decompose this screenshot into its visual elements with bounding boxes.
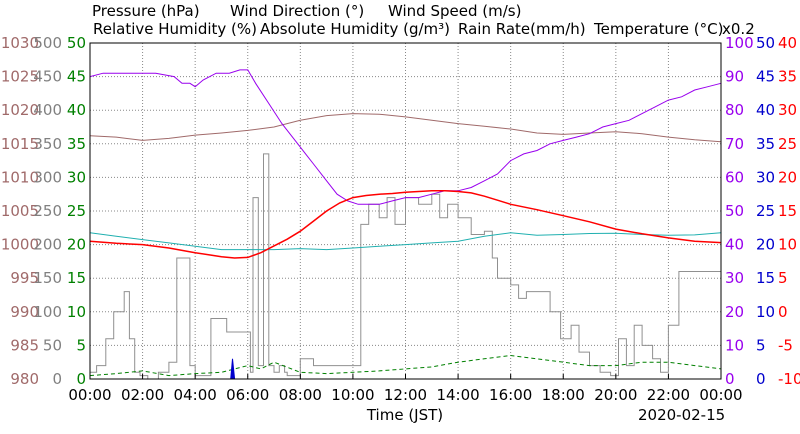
y-tick-pressure: 990 bbox=[10, 303, 39, 321]
legend-scale-note: x0.2 bbox=[722, 20, 755, 38]
y-tick-temperature: 0 bbox=[778, 303, 788, 321]
x-tick-label: 04:00 bbox=[174, 386, 217, 404]
y-tick-wind-speed: 15 bbox=[67, 269, 86, 287]
y-tick-temperature: -10 bbox=[778, 370, 800, 388]
x-tick-label: 06:00 bbox=[226, 386, 269, 404]
y-tick-wind-direction: 450 bbox=[33, 68, 62, 86]
x-tick-label: 00:00 bbox=[68, 386, 111, 404]
y-tick-wind-speed: 30 bbox=[67, 168, 86, 186]
series bbox=[89, 69, 722, 380]
y-tick-wind-speed: 25 bbox=[67, 202, 86, 220]
y-tick-rain: 30 bbox=[756, 168, 775, 186]
y-tick-pressure: 1010 bbox=[1, 168, 39, 186]
y-tick-temperature: 20 bbox=[778, 168, 797, 186]
y-tick-wind-speed: 5 bbox=[76, 336, 86, 354]
y-tick-rain: 50 bbox=[756, 34, 775, 52]
y-tick-rain: 5 bbox=[756, 336, 766, 354]
y-tick-humidity: 60 bbox=[725, 168, 744, 186]
y-tick-humidity: 0 bbox=[725, 370, 735, 388]
chart-legend: Pressure (hPa) Wind Direction (°) Wind S… bbox=[92, 2, 755, 38]
y-tick-wind-direction: 150 bbox=[33, 269, 62, 287]
y-tick-pressure: 1025 bbox=[1, 68, 39, 86]
legend-wind-speed: Wind Speed (m/s) bbox=[388, 2, 521, 20]
series-wind-speed-wind bbox=[89, 354, 722, 377]
y-tick-temperature: 40 bbox=[778, 34, 797, 52]
y-tick-humidity: 10 bbox=[725, 336, 744, 354]
x-tick-label: 12:00 bbox=[384, 386, 427, 404]
series-humidity-relative bbox=[89, 69, 722, 205]
y-tick-temperature: 5 bbox=[778, 269, 788, 287]
y-tick-wind-speed: 10 bbox=[67, 303, 86, 321]
x-tick-label: 08:00 bbox=[279, 386, 322, 404]
y-tick-rain: 25 bbox=[756, 202, 775, 220]
series-temperature-temperature bbox=[89, 190, 722, 259]
y-tick-wind-direction: 350 bbox=[33, 135, 62, 153]
y-tick-wind-speed: 45 bbox=[67, 68, 86, 86]
legend-temperature: Temperature (°C) bbox=[593, 20, 723, 38]
y-tick-wind-direction: 50 bbox=[43, 336, 62, 354]
x-tick-label: 00:00 bbox=[699, 386, 742, 404]
y-tick-rain: 40 bbox=[756, 101, 775, 119]
y-tick-humidity: 50 bbox=[725, 202, 744, 220]
legend-rain-rate: Rain Rate(mm/h) bbox=[458, 20, 586, 38]
y-tick-pressure: 980 bbox=[10, 370, 39, 388]
y-tick-pressure: 1020 bbox=[1, 101, 39, 119]
date-label: 2020-02-15 bbox=[638, 406, 725, 424]
y-tick-wind-speed: 0 bbox=[76, 370, 86, 388]
y-tick-rain: 15 bbox=[756, 269, 775, 287]
y-tick-rain: 45 bbox=[756, 68, 775, 86]
y-tick-humidity: 20 bbox=[725, 303, 744, 321]
y-tick-pressure: 1030 bbox=[1, 34, 39, 52]
y-tick-humidity: 90 bbox=[725, 68, 744, 86]
y-tick-humidity: 80 bbox=[725, 101, 744, 119]
axis-ticks: 9809859909951000100510101015102010251030… bbox=[1, 34, 800, 404]
y-tick-temperature: -5 bbox=[778, 336, 793, 354]
y-tick-wind-direction: 0 bbox=[52, 370, 62, 388]
y-tick-temperature: 15 bbox=[778, 202, 797, 220]
y-tick-humidity: 100 bbox=[725, 34, 754, 52]
x-axis-label: Time (JST) bbox=[366, 406, 443, 424]
y-tick-wind-speed: 50 bbox=[67, 34, 86, 52]
y-tick-temperature: 25 bbox=[778, 135, 797, 153]
x-tick-label: 10:00 bbox=[331, 386, 374, 404]
series-pressure-pressure bbox=[89, 113, 722, 143]
y-tick-temperature: 35 bbox=[778, 68, 797, 86]
y-tick-wind-direction: 400 bbox=[33, 101, 62, 119]
y-tick-rain: 0 bbox=[756, 370, 766, 388]
y-tick-wind-speed: 20 bbox=[67, 236, 86, 254]
y-tick-humidity: 70 bbox=[725, 135, 744, 153]
x-tick-label: 20:00 bbox=[594, 386, 637, 404]
y-tick-wind-speed: 35 bbox=[67, 135, 86, 153]
legend-wind-direction: Wind Direction (°) bbox=[230, 2, 364, 20]
y-tick-rain: 20 bbox=[756, 236, 775, 254]
y-tick-rain: 35 bbox=[756, 135, 775, 153]
y-tick-pressure: 1015 bbox=[1, 135, 39, 153]
x-tick-label: 22:00 bbox=[647, 386, 690, 404]
y-tick-temperature: 30 bbox=[778, 101, 797, 119]
legend-absolute-humidity: Absolute Humidity (g/m³) bbox=[260, 20, 450, 38]
y-tick-pressure: 1000 bbox=[1, 236, 39, 254]
legend-pressure: Pressure (hPa) bbox=[92, 2, 200, 20]
y-tick-temperature: 10 bbox=[778, 236, 797, 254]
y-tick-pressure: 985 bbox=[10, 336, 39, 354]
y-tick-wind-direction: 100 bbox=[33, 303, 62, 321]
y-tick-wind-speed: 40 bbox=[67, 101, 86, 119]
grid bbox=[90, 43, 721, 379]
series-humidity-absolute bbox=[89, 232, 722, 251]
y-tick-pressure: 995 bbox=[10, 269, 39, 287]
y-tick-wind-direction: 250 bbox=[33, 202, 62, 220]
y-tick-wind-direction: 200 bbox=[33, 236, 62, 254]
x-tick-label: 16:00 bbox=[489, 386, 532, 404]
y-tick-humidity: 40 bbox=[725, 236, 744, 254]
x-tick-label: 14:00 bbox=[436, 386, 479, 404]
y-tick-humidity: 30 bbox=[725, 269, 744, 287]
y-tick-rain: 10 bbox=[756, 303, 775, 321]
y-tick-wind-direction: 500 bbox=[33, 34, 62, 52]
x-tick-label: 02:00 bbox=[121, 386, 164, 404]
x-tick-label: 18:00 bbox=[542, 386, 585, 404]
y-tick-wind-direction: 300 bbox=[33, 168, 62, 186]
legend-relative-humidity: Relative Humidity (%) bbox=[93, 20, 257, 38]
y-tick-pressure: 1005 bbox=[1, 202, 39, 220]
